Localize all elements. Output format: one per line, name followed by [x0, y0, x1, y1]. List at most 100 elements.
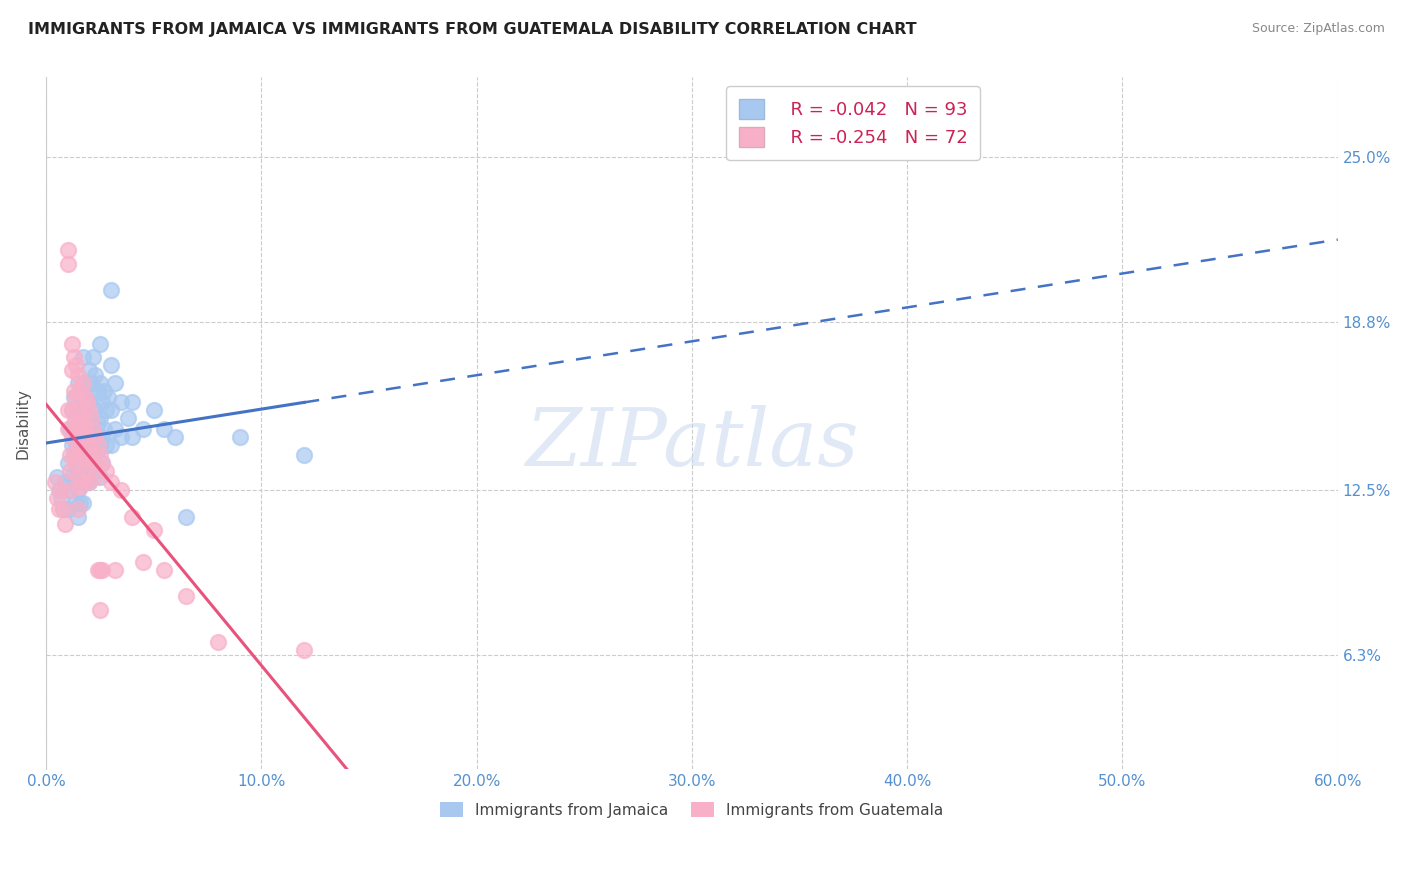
Point	[82, 456, 104, 470]
Point	[72, 376, 94, 391]
Point	[110, 395, 132, 409]
Point	[229, 430, 252, 444]
Point	[80, 411, 103, 425]
Point	[86, 442, 108, 457]
Point	[56, 422, 79, 436]
Point	[104, 422, 127, 436]
Point	[52, 501, 75, 516]
Legend: Immigrants from Jamaica, Immigrants from Guatemala: Immigrants from Jamaica, Immigrants from…	[434, 797, 950, 824]
Point	[65, 496, 87, 510]
Point	[59, 422, 82, 436]
Point	[77, 448, 100, 462]
Point	[110, 430, 132, 444]
Point	[174, 509, 197, 524]
Point	[100, 283, 122, 297]
Point	[72, 442, 94, 457]
Point	[73, 395, 96, 409]
Point	[91, 456, 114, 470]
Point	[80, 442, 103, 457]
Point	[77, 395, 100, 409]
Point	[76, 411, 98, 425]
Point	[72, 496, 94, 510]
Point	[67, 456, 90, 470]
Point	[59, 448, 82, 462]
Point	[72, 350, 94, 364]
Point	[80, 448, 103, 462]
Point	[91, 456, 114, 470]
Point	[52, 501, 75, 516]
Point	[132, 422, 155, 436]
Point	[153, 563, 176, 577]
Point	[76, 395, 98, 409]
Point	[84, 430, 107, 444]
Point	[65, 437, 87, 451]
Point	[84, 430, 107, 444]
Point	[73, 422, 96, 436]
Point	[60, 336, 83, 351]
Point	[89, 376, 111, 391]
Point	[63, 350, 86, 364]
Point	[82, 390, 104, 404]
Point	[91, 430, 114, 444]
Y-axis label: Disability: Disability	[15, 388, 30, 458]
Point	[84, 403, 107, 417]
Point	[77, 363, 100, 377]
Point	[86, 417, 108, 431]
Point	[53, 475, 76, 489]
Point	[49, 483, 72, 497]
Point	[104, 563, 127, 577]
Point	[67, 509, 90, 524]
Point	[72, 417, 94, 431]
Point	[65, 422, 87, 436]
Point	[73, 475, 96, 489]
Point	[67, 368, 90, 383]
Point	[82, 448, 104, 462]
Point	[48, 483, 70, 497]
Point	[86, 384, 108, 399]
Text: Source: ZipAtlas.com: Source: ZipAtlas.com	[1251, 22, 1385, 36]
Point	[59, 464, 82, 478]
Point	[104, 376, 127, 391]
Point	[69, 417, 91, 431]
Point	[69, 448, 91, 462]
Point	[72, 469, 94, 483]
Point	[91, 563, 114, 577]
Point	[84, 464, 107, 478]
Point	[60, 363, 83, 377]
Point	[72, 411, 94, 425]
Point	[60, 430, 83, 444]
Point	[65, 390, 87, 404]
Point	[67, 501, 90, 516]
Point	[56, 501, 79, 516]
Point	[89, 469, 111, 483]
Point	[56, 456, 79, 470]
Text: IMMIGRANTS FROM JAMAICA VS IMMIGRANTS FROM GUATEMALA DISABILITY CORRELATION CHAR: IMMIGRANTS FROM JAMAICA VS IMMIGRANTS FR…	[28, 22, 917, 37]
Point	[56, 244, 79, 258]
Point	[89, 563, 111, 577]
Point	[72, 475, 94, 489]
Point	[89, 448, 111, 462]
Point	[80, 417, 103, 431]
Point	[73, 390, 96, 404]
Point	[121, 509, 143, 524]
Point	[117, 411, 139, 425]
Point	[69, 390, 91, 404]
Point	[63, 448, 86, 462]
Point	[48, 501, 70, 516]
Point	[82, 422, 104, 436]
Point	[93, 384, 115, 399]
Point	[86, 563, 108, 577]
Point	[67, 469, 90, 483]
Point	[165, 430, 187, 444]
Point	[89, 437, 111, 451]
Point	[142, 523, 165, 537]
Point	[153, 422, 176, 436]
Point	[69, 384, 91, 399]
Point	[67, 430, 90, 444]
Point	[132, 555, 155, 569]
Point	[63, 417, 86, 431]
Point	[73, 422, 96, 436]
Point	[56, 257, 79, 271]
Point	[91, 395, 114, 409]
Point	[56, 403, 79, 417]
